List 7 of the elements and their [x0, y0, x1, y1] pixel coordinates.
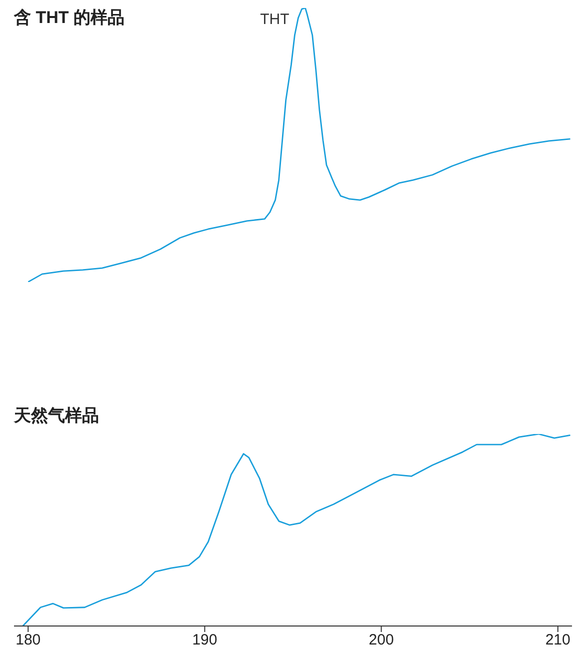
chart-title: 含 THT 的样品: [14, 7, 124, 29]
x-tick-label: 180: [16, 632, 41, 649]
x-tick-label: 210: [545, 632, 570, 649]
x-tick-label: 190: [192, 632, 218, 649]
chart-title: 天然气样品: [14, 405, 99, 427]
x-tick-label: 200: [368, 632, 394, 649]
annotation: THT: [260, 11, 290, 28]
